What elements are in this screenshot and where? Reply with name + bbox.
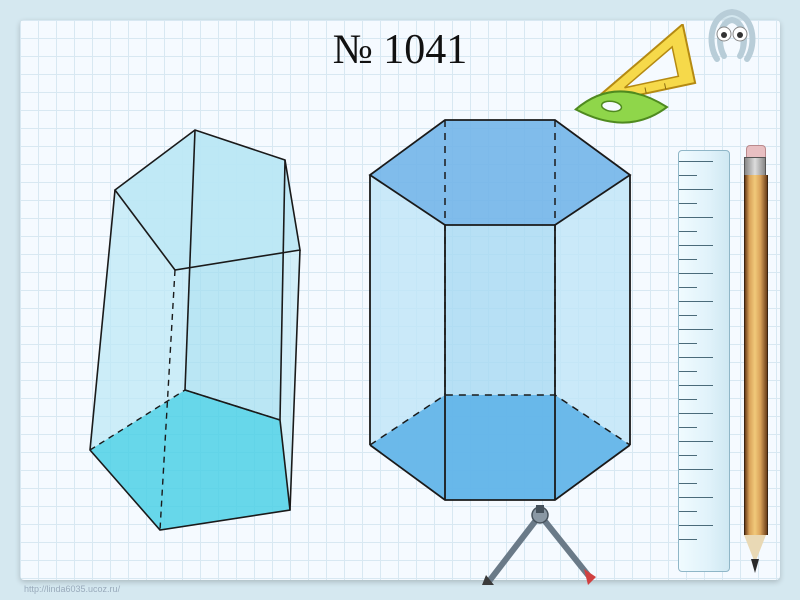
ruler-tick [679, 175, 697, 176]
ruler-tick [679, 287, 697, 288]
compass-tool-icon [480, 505, 600, 595]
ruler-tick [679, 427, 697, 428]
ruler-tick [679, 203, 697, 204]
paperclip-character-icon [702, 4, 762, 64]
slide-frame: № 1041 [0, 0, 800, 600]
pencil-lead [751, 559, 759, 573]
ruler-tick [679, 539, 697, 540]
pentagonal-prism [90, 130, 300, 530]
ruler-tick [679, 511, 697, 512]
ruler-tick [679, 357, 713, 358]
ruler-tick [679, 301, 713, 302]
ruler-tick [679, 231, 697, 232]
watermark-url: http://linda6035.ucoz.ru/ [24, 584, 120, 594]
ruler-tick [679, 483, 697, 484]
ruler-tick [679, 161, 713, 162]
ruler-tick [679, 343, 697, 344]
ruler-tick [679, 399, 697, 400]
ruler-tick [679, 525, 713, 526]
ruler-tick [679, 259, 697, 260]
ruler-tick [679, 245, 713, 246]
hexagonal-prism [370, 120, 630, 500]
pencil-decoration [744, 145, 766, 575]
pencil-body [744, 175, 768, 535]
ruler-tick [679, 329, 713, 330]
ruler-decoration [678, 150, 730, 572]
ruler-tick [679, 315, 697, 316]
geometry-tools-icon [570, 24, 710, 134]
ruler-tick [679, 189, 713, 190]
ruler-tick [679, 455, 697, 456]
ruler-tick [679, 371, 697, 372]
ruler-tick [679, 497, 713, 498]
ruler-tick [679, 217, 713, 218]
ruler-tick [679, 273, 713, 274]
ruler-tick [679, 385, 713, 386]
ruler-tick [679, 469, 713, 470]
ruler-tick [679, 441, 713, 442]
pencil-ferrule [744, 157, 766, 177]
ruler-tick [679, 413, 713, 414]
